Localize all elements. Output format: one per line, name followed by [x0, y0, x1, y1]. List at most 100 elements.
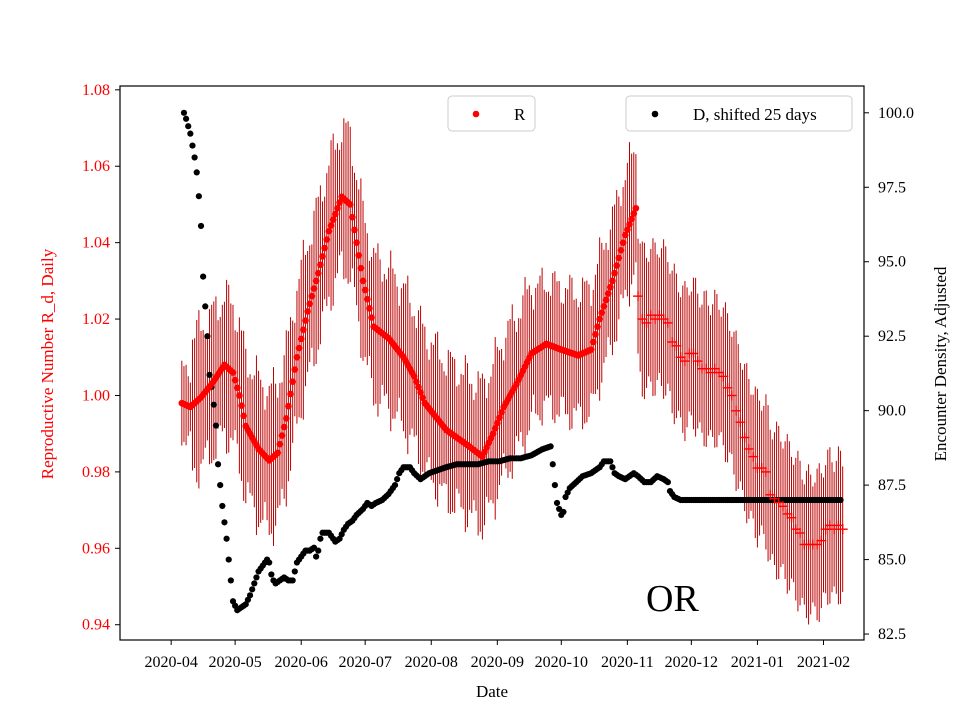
- x-axis: 2020-04 2020-05 2020-06 2020-07 2020-08 2020-…: [144, 640, 850, 671]
- x-tick-label: 2020-11: [601, 654, 654, 671]
- r-forecast-point: [760, 466, 771, 477]
- r-point: [592, 331, 599, 338]
- r-point: [626, 221, 633, 228]
- y-right-tick-label: 100.0: [878, 105, 914, 122]
- r-point: [300, 326, 307, 334]
- y-right-tick-label: 90.0: [878, 403, 906, 420]
- d-point: [206, 371, 213, 379]
- d-point: [187, 130, 194, 137]
- r-point: [632, 204, 640, 212]
- d-point: [391, 482, 399, 489]
- r-point: [366, 305, 373, 312]
- r-point: [319, 253, 326, 260]
- d-point: [268, 571, 275, 578]
- y-left-tick-label: 0.94: [82, 617, 110, 634]
- r-point: [368, 314, 375, 321]
- d-point: [225, 556, 232, 563]
- y-right-tick-label: 92.5: [878, 328, 906, 345]
- d-point: [551, 482, 558, 489]
- y-left-tick-label: 1.04: [82, 235, 110, 252]
- d-point: [547, 443, 554, 450]
- y-right-tick-label: 87.5: [878, 477, 906, 494]
- r-point: [349, 213, 356, 221]
- r-error-bars: [181, 118, 844, 625]
- r-point: [419, 394, 427, 402]
- state-annotation: OR: [646, 578, 699, 620]
- d-point: [227, 577, 234, 584]
- r-point: [609, 277, 616, 285]
- r-forecast-point: [795, 528, 806, 539]
- legend-r-label: R: [514, 105, 526, 124]
- r-point: [494, 419, 501, 427]
- x-tick-label: 2021-01: [731, 654, 784, 671]
- r-point: [617, 246, 625, 254]
- r-point: [496, 414, 503, 421]
- r-point: [598, 309, 606, 316]
- r-forecast-point: [726, 390, 737, 401]
- y-left-tick-label: 0.96: [82, 540, 110, 557]
- r-forecast-point: [679, 356, 690, 367]
- d-point: [289, 577, 296, 584]
- r-point: [306, 300, 314, 308]
- d-point: [197, 222, 205, 230]
- r-point: [336, 199, 343, 206]
- d-point: [204, 333, 211, 340]
- r-forecast-point: [692, 356, 703, 367]
- d-point: [607, 458, 614, 465]
- y-right-tick-label: 82.5: [878, 626, 906, 643]
- r-forecast-point: [722, 382, 733, 393]
- x-tick-label: 2020-06: [275, 654, 328, 671]
- y-axis-left-title: Reproductive Number R_d, Daily: [38, 248, 57, 479]
- r-point: [297, 335, 305, 343]
- r-point: [415, 383, 422, 391]
- y-right-tick-label: 85.0: [878, 552, 906, 569]
- r-point: [589, 338, 597, 346]
- r-forecast-point: [688, 348, 699, 359]
- r-point: [353, 239, 360, 246]
- r-point: [278, 432, 286, 439]
- r-point: [613, 262, 621, 269]
- r-point: [410, 373, 418, 380]
- r-point: [314, 269, 322, 277]
- d-point: [553, 499, 561, 507]
- r-point: [624, 226, 631, 233]
- x-tick-label: 2021-02: [797, 654, 850, 671]
- d-point: [317, 535, 324, 542]
- r-point: [346, 201, 354, 208]
- d-point: [193, 169, 200, 176]
- r-point: [280, 423, 288, 431]
- r-point: [602, 296, 610, 304]
- r-point: [240, 412, 247, 420]
- legend-r: R: [447, 95, 536, 132]
- r-point: [596, 315, 603, 323]
- y-right-tick-label: 95.0: [878, 254, 906, 271]
- d-point: [191, 154, 198, 161]
- d-point: [195, 193, 202, 200]
- r-point: [630, 210, 638, 217]
- y-axis-right: 82.5 85.0 87.5 90.0 92.5 95.0 97.5 100.0: [864, 105, 914, 643]
- legend-d-marker: [651, 110, 659, 118]
- r-forecast-point: [816, 535, 827, 546]
- x-tick-label: 2020-09: [471, 654, 524, 671]
- legend-d-label: D, shifted 25 days: [693, 105, 817, 124]
- r-point: [611, 269, 618, 277]
- d-point: [609, 464, 616, 471]
- r-forecast-point: [731, 405, 742, 416]
- r-point: [238, 402, 245, 409]
- r-forecast-point: [837, 524, 848, 535]
- d-point: [219, 502, 226, 510]
- d-point: [210, 401, 217, 408]
- r-point: [619, 239, 627, 246]
- r-point: [628, 215, 635, 223]
- r-series: [178, 193, 640, 464]
- d-point: [315, 547, 322, 554]
- r-point: [231, 376, 239, 384]
- d-point: [664, 479, 671, 486]
- r-point: [359, 277, 367, 285]
- r-point: [498, 408, 505, 416]
- plot-frame: [119, 85, 865, 641]
- legend-d: D, shifted 25 days: [625, 95, 853, 132]
- r-point: [291, 366, 299, 373]
- r-point: [417, 389, 424, 396]
